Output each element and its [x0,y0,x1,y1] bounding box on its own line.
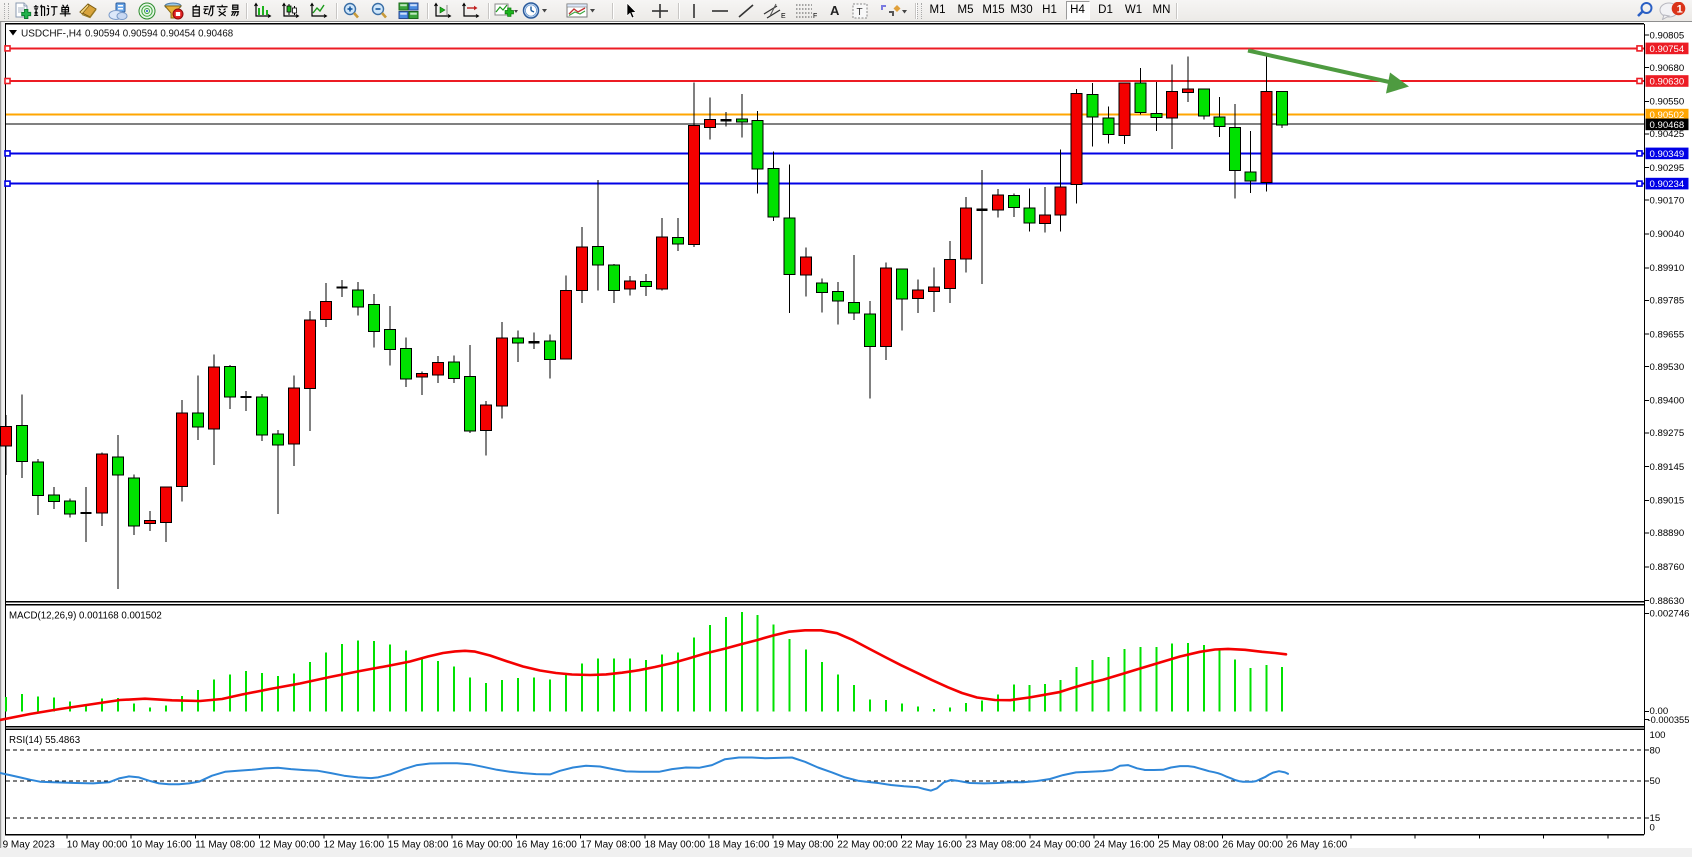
svg-text:12 May 00:00: 12 May 00:00 [259,840,320,851]
svg-text:23 May 08:00: 23 May 08:00 [966,840,1027,851]
svg-text:18 May 16:00: 18 May 16:00 [709,840,770,851]
svg-text:24 May 00:00: 24 May 00:00 [1030,840,1091,851]
svg-text:0.90502: 0.90502 [1650,110,1685,121]
svg-text:80: 80 [1650,745,1661,756]
svg-text:12 May 16:00: 12 May 16:00 [324,840,385,851]
svg-text:15: 15 [1650,813,1661,824]
svg-text:F: F [813,13,817,20]
svg-text:0.89655: 0.89655 [1650,329,1685,340]
svg-text:15 May 08:00: 15 May 08:00 [388,840,449,851]
svg-text:25 May 08:00: 25 May 08:00 [1158,840,1219,851]
svg-text:USDCHF-,H4: USDCHF-,H4 [21,29,82,40]
svg-text:0.89015: 0.89015 [1650,496,1685,507]
svg-text:26 May 00:00: 26 May 00:00 [1222,840,1283,851]
svg-text:0.90754: 0.90754 [1650,44,1685,55]
svg-text:100: 100 [1650,730,1666,741]
svg-text:0.89275: 0.89275 [1650,428,1685,439]
svg-text:0.88630: 0.88630 [1650,596,1685,607]
svg-text:16 May 00:00: 16 May 00:00 [452,840,513,851]
svg-text:10 May 00:00: 10 May 00:00 [67,840,128,851]
svg-text:0.88760: 0.88760 [1650,562,1685,573]
svg-text:0.89145: 0.89145 [1650,462,1685,473]
svg-text:22 May 00:00: 22 May 00:00 [837,840,898,851]
svg-text:0: 0 [1650,823,1655,834]
svg-text:0.89910: 0.89910 [1650,263,1685,274]
svg-text:T: T [857,7,863,18]
svg-text:0.89400: 0.89400 [1650,396,1685,407]
svg-text:22 May 16:00: 22 May 16:00 [901,840,962,851]
svg-text:1: 1 [1677,4,1683,16]
svg-text:10 May 16:00: 10 May 16:00 [131,840,192,851]
svg-text:0.90468: 0.90468 [1650,120,1685,131]
svg-text:9 May 2023: 9 May 2023 [3,840,56,851]
svg-text:0.89530: 0.89530 [1650,362,1685,373]
svg-text:0.90425: 0.90425 [1650,129,1685,140]
svg-text:0.88890: 0.88890 [1650,528,1685,539]
svg-text:0.90170: 0.90170 [1650,195,1685,206]
svg-text:19 May 08:00: 19 May 08:00 [773,840,834,851]
svg-text:0.90295: 0.90295 [1650,163,1685,174]
svg-text:RSI(14) 55.4863: RSI(14) 55.4863 [9,735,80,746]
svg-text:0.90680: 0.90680 [1650,63,1685,74]
svg-text:16 May 16:00: 16 May 16:00 [516,840,577,851]
svg-text:50: 50 [1650,776,1661,787]
svg-text:0.00: 0.00 [1650,706,1669,717]
svg-text:0.90040: 0.90040 [1650,229,1685,240]
svg-text:0.89785: 0.89785 [1650,296,1685,307]
svg-text:MACD(12,26,9) 0.001168 0.00150: MACD(12,26,9) 0.001168 0.001502 [9,611,162,622]
svg-text:0.90550: 0.90550 [1650,97,1685,108]
svg-text:0.002746: 0.002746 [1650,609,1690,620]
svg-text:0.90630: 0.90630 [1650,76,1685,87]
svg-text:17 May 08:00: 17 May 08:00 [580,840,641,851]
svg-text:0.90234: 0.90234 [1650,179,1685,190]
svg-text:0.90805: 0.90805 [1650,30,1685,41]
svg-text:-0.000355: -0.000355 [1648,715,1690,725]
svg-text:0.90594 0.90594 0.90454 0.9046: 0.90594 0.90594 0.90454 0.90468 [85,29,233,40]
svg-text:0.90349: 0.90349 [1650,149,1685,160]
svg-text:18 May 00:00: 18 May 00:00 [645,840,706,851]
svg-text:E: E [781,13,786,20]
svg-text:26 May 16:00: 26 May 16:00 [1287,840,1348,851]
svg-text:11 May 08:00: 11 May 08:00 [195,840,255,851]
svg-text:24 May 16:00: 24 May 16:00 [1094,840,1155,851]
